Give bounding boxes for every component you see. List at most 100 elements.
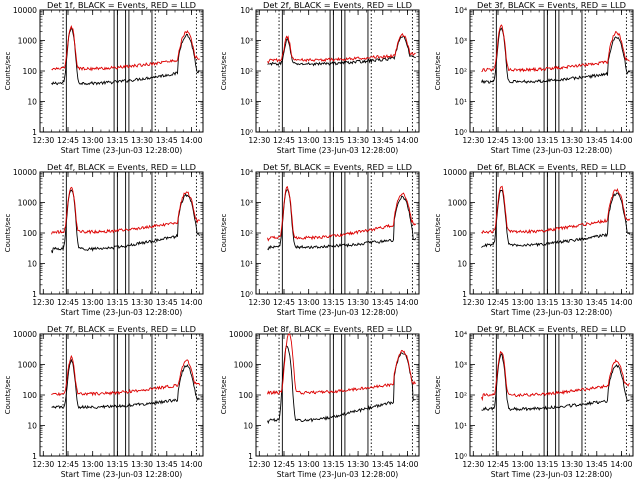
x-tick-label: 12:45 (487, 460, 509, 469)
x-tick-label: 13:30 (347, 460, 369, 469)
y-tick-label: 10¹ (240, 260, 253, 269)
y-tick-label: 10³ (240, 199, 253, 208)
x-tick-label: 13:45 (586, 298, 608, 307)
plot-frame (469, 171, 634, 295)
x-tick-label: 12:30 (32, 136, 54, 145)
y-tick-label: 1 (32, 290, 37, 299)
x-tick-label: 14:00 (611, 136, 633, 145)
x-tick-label: 13:45 (372, 136, 394, 145)
y-tick-label: 100 (23, 67, 38, 76)
panel-title: Det 4f, BLACK = Events, RED = LLD (47, 162, 196, 172)
x-axis-label: Start Time (23-Jun-03 12:28:00) (61, 308, 183, 317)
x-tick-label: 14:00 (397, 298, 419, 307)
x-tick-label: 13:00 (82, 136, 104, 145)
panel-det-9: Det 9f, BLACK = Events, RED = LLD 10⁰ 10¹ 1… (434, 324, 634, 479)
x-tick-label: 12:30 (32, 298, 54, 307)
x-tick-label: 13:30 (561, 460, 583, 469)
y-tick-label: 1000 (234, 361, 253, 370)
x-tick-label: 13:30 (347, 298, 369, 307)
y-tick-label: 10⁰ (454, 452, 467, 461)
x-tick-label: 12:45 (57, 298, 79, 307)
y-tick-label: 10² (240, 67, 253, 76)
y-axis-label: Counts/sec (4, 214, 12, 253)
y-tick-label: 10⁴ (454, 330, 467, 339)
series-lld (481, 350, 630, 402)
panel-det-8: Det 8f, BLACK = Events, RED = LLD 1 10 100 1… (220, 324, 420, 479)
y-tick-label: 10000 (13, 330, 37, 339)
y-axis-label: Counts/sec (220, 376, 228, 415)
y-tick-label: 10 (243, 422, 253, 431)
y-tick-label: 10² (454, 67, 467, 76)
series-events (267, 189, 417, 251)
y-tick-label: 1 (32, 128, 37, 137)
x-tick-label: 12:45 (487, 298, 509, 307)
x-axis-label: Start Time (23-Jun-03 12:28:00) (277, 470, 399, 479)
x-tick-label: 13:00 (82, 298, 104, 307)
x-tick-label: 13:45 (156, 460, 178, 469)
series-lld (481, 24, 630, 73)
plot-frame (255, 9, 420, 133)
y-tick-label: 100 (23, 391, 38, 400)
panel-title: Det 6f, BLACK = Events, RED = LLD (477, 162, 626, 172)
series-events (481, 27, 631, 84)
x-tick-label: 13:15 (106, 136, 128, 145)
y-tick-label: 1000 (18, 361, 37, 370)
y-tick-label: 10³ (240, 37, 253, 46)
panel-title: Det 2f, BLACK = Events, RED = LLD (263, 0, 412, 10)
series-events (481, 353, 630, 412)
x-tick-label: 13:30 (561, 298, 583, 307)
y-axis-label: Counts/sec (4, 376, 12, 415)
y-tick-label: 10⁰ (240, 290, 253, 299)
plot-frame (255, 333, 420, 457)
x-tick-label: 13:00 (298, 460, 320, 469)
y-tick-label: 10³ (454, 37, 467, 46)
plot-frame (255, 171, 420, 295)
x-tick-label: 13:30 (131, 298, 153, 307)
y-tick-label: 10¹ (454, 422, 467, 431)
y-tick-label: 10 (27, 260, 37, 269)
y-tick-label: 10³ (454, 361, 467, 370)
panel-det-2: Det 2f, BLACK = Events, RED = LLD 10⁰ 10¹ 1… (220, 0, 420, 155)
series-lld (267, 185, 417, 242)
y-tick-label: 10 (27, 422, 37, 431)
y-axis-label: Counts/sec (220, 214, 228, 253)
x-tick-label: 12:30 (248, 460, 270, 469)
y-tick-label: 10¹ (454, 98, 467, 107)
y-tick-label: 10⁴ (240, 6, 253, 15)
y-tick-label: 1000 (18, 37, 37, 46)
panel-title: Det 5f, BLACK = Events, RED = LLD (263, 162, 412, 172)
x-tick-label: 13:30 (131, 460, 153, 469)
y-tick-label: 1 (462, 290, 467, 299)
x-tick-label: 13:30 (131, 136, 153, 145)
series-events (51, 28, 200, 86)
x-axis-label: Start Time (23-Jun-03 12:28:00) (61, 470, 183, 479)
x-tick-label: 12:45 (273, 136, 295, 145)
y-tick-label: 10000 (13, 6, 37, 15)
y-axis-label: Counts/sec (434, 214, 442, 253)
panel-det-4: Det 4f, BLACK = Events, RED = LLD 1 10 100 1… (4, 162, 204, 317)
x-tick-label: 13:15 (536, 460, 558, 469)
series-events (267, 345, 416, 425)
x-tick-label: 13:15 (106, 460, 128, 469)
x-tick-label: 13:00 (298, 298, 320, 307)
y-axis-label: Counts/sec (220, 52, 228, 91)
y-tick-label: 100 (453, 229, 468, 238)
panel-title: Det 8f, BLACK = Events, RED = LLD (263, 324, 412, 334)
x-tick-label: 13:15 (536, 136, 558, 145)
y-tick-label: 10 (27, 98, 37, 107)
x-tick-label: 13:15 (322, 460, 344, 469)
plot-frame (469, 9, 634, 133)
series-events (267, 35, 416, 67)
series-lld (51, 354, 201, 397)
series-lld (267, 33, 416, 64)
x-tick-label: 13:15 (322, 136, 344, 145)
x-tick-label: 12:30 (462, 460, 484, 469)
x-axis-label: Start Time (23-Jun-03 12:28:00) (277, 308, 399, 317)
x-tick-label: 14:00 (611, 460, 633, 469)
plot-frame (39, 171, 204, 295)
x-tick-label: 13:45 (372, 298, 394, 307)
y-tick-label: 1 (248, 452, 253, 461)
x-tick-label: 13:00 (82, 460, 104, 469)
x-tick-label: 13:45 (156, 298, 178, 307)
x-tick-label: 13:00 (298, 136, 320, 145)
